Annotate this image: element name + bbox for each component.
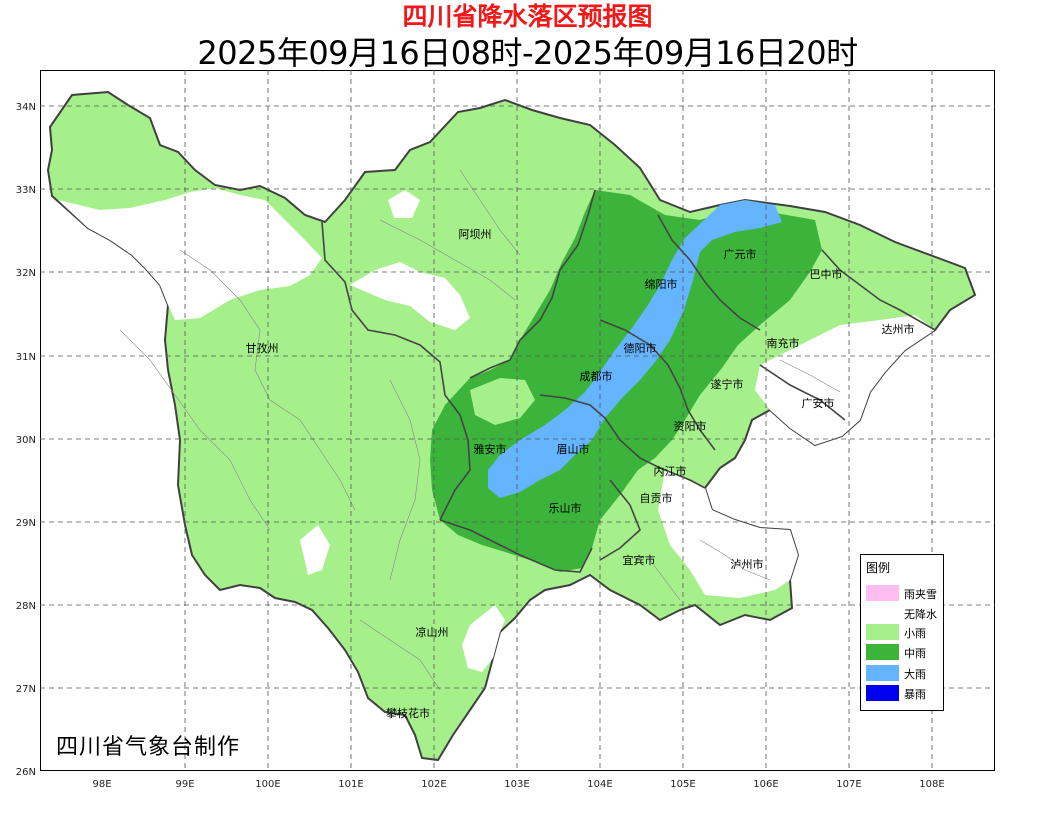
no-rain-south bbox=[462, 605, 505, 672]
legend-item: 大雨 bbox=[866, 665, 944, 681]
legend-swatch bbox=[866, 665, 899, 681]
legend-item: 无降水 bbox=[866, 605, 944, 621]
map-frame bbox=[40, 70, 995, 771]
credit-text: 四川省气象台制作 bbox=[56, 735, 241, 760]
light-rain-inset bbox=[470, 378, 535, 425]
heavy-rain-band bbox=[488, 200, 782, 498]
lat-tick-label: 34N bbox=[16, 102, 36, 113]
city-label: 自贡市 bbox=[640, 491, 673, 505]
city-label: 遂宁市 bbox=[711, 377, 744, 391]
no-rain-north bbox=[350, 262, 470, 330]
city-label: 成都市 bbox=[580, 369, 613, 383]
legend-item: 雨夹雪 bbox=[866, 585, 944, 601]
city-label: 巴中市 bbox=[810, 267, 843, 281]
lon-tick-label: 103E bbox=[504, 779, 529, 790]
city-label: 泸州市 bbox=[731, 557, 764, 571]
city-label: 乐山市 bbox=[549, 501, 582, 515]
lat-tick-label: 28N bbox=[16, 601, 36, 612]
legend-swatch bbox=[866, 624, 899, 640]
lat-tick-label: 32N bbox=[16, 268, 36, 279]
legend-label: 暴雨 bbox=[904, 688, 926, 701]
city-label: 广元市 bbox=[724, 247, 757, 261]
city-label: 达州市 bbox=[882, 322, 915, 336]
legend-item: 小雨 bbox=[866, 624, 944, 640]
lon-tick-label: 106E bbox=[753, 779, 778, 790]
legend-item: 中雨 bbox=[866, 644, 944, 660]
legend-label: 雨夹雪 bbox=[904, 588, 937, 601]
no-rain-patch-ne bbox=[388, 190, 420, 218]
city-label: 阿坝州 bbox=[459, 227, 492, 241]
city-label: 广安市 bbox=[802, 396, 835, 410]
legend-title: 图例 bbox=[866, 561, 891, 575]
lat-tick-label: 33N bbox=[16, 185, 36, 196]
city-label: 内江市 bbox=[654, 464, 687, 478]
lat-tick-label: 29N bbox=[16, 518, 36, 529]
lat-tick-label: 30N bbox=[16, 435, 36, 446]
lat-tick-label: 27N bbox=[16, 684, 36, 695]
lon-tick-label: 108E bbox=[919, 779, 944, 790]
city-label: 南充市 bbox=[767, 336, 800, 350]
no-rain-east bbox=[755, 315, 935, 445]
no-rain-southeast bbox=[658, 470, 798, 598]
legend-label: 大雨 bbox=[904, 668, 926, 681]
city-label: 资阳市 bbox=[674, 419, 707, 433]
map-title: 四川省降水落区预报图 bbox=[402, 2, 653, 31]
city-label: 凉山州 bbox=[416, 625, 449, 639]
city-label: 德阳市 bbox=[624, 341, 657, 355]
city-label: 甘孜州 bbox=[246, 341, 279, 355]
legend: 图例 雨夹雪无降水小雨中雨大雨暴雨 bbox=[860, 554, 944, 711]
lon-tick-label: 99E bbox=[175, 779, 194, 790]
legend-swatch bbox=[866, 605, 899, 621]
city-label: 攀枝花市 bbox=[386, 706, 430, 720]
city-label: 眉山市 bbox=[557, 442, 590, 456]
legend-label: 无降水 bbox=[904, 608, 937, 621]
city-label: 宜宾市 bbox=[623, 553, 656, 567]
legend-swatch bbox=[866, 585, 899, 601]
legend-swatch bbox=[866, 644, 899, 660]
lon-tick-label: 105E bbox=[670, 779, 695, 790]
lat-tick-label: 26N bbox=[16, 767, 36, 778]
lon-tick-label: 104E bbox=[587, 779, 612, 790]
lon-tick-label: 100E bbox=[255, 779, 280, 790]
no-rain-west bbox=[58, 188, 322, 320]
lat-tick-label: 31N bbox=[16, 352, 36, 363]
lon-tick-label: 107E bbox=[836, 779, 861, 790]
city-label: 绵阳市 bbox=[645, 277, 678, 291]
lon-tick-label: 102E bbox=[421, 779, 446, 790]
no-rain-southwest bbox=[300, 525, 330, 575]
legend-item: 暴雨 bbox=[866, 685, 944, 701]
forecast-period: 2025年09月16日08时-2025年09月16日20时 bbox=[197, 34, 858, 72]
legend-label: 中雨 bbox=[904, 647, 926, 660]
legend-swatch bbox=[866, 685, 899, 701]
lon-tick-label: 101E bbox=[338, 779, 363, 790]
legend-label: 小雨 bbox=[904, 627, 926, 640]
lon-tick-label: 98E bbox=[92, 779, 111, 790]
city-label: 雅安市 bbox=[474, 442, 507, 456]
